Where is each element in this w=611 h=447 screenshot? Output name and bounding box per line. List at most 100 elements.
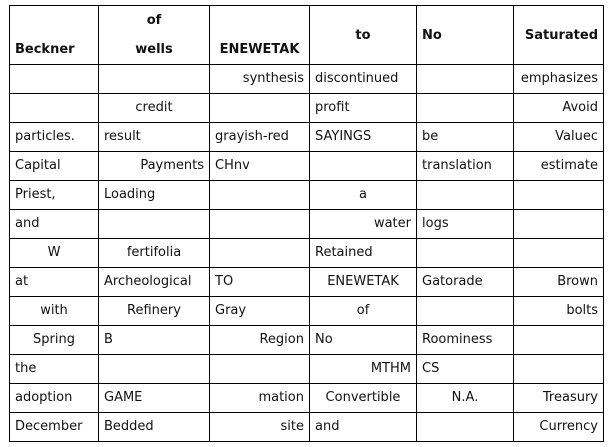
header-col6: Saturated [513, 5, 604, 65]
header-col3: ENEWETAK [209, 35, 310, 65]
table-cell: particles. [9, 122, 99, 152]
table-cell: with [9, 296, 99, 326]
data-table: of to No Saturated Beckner wells ENEWETA… [9, 5, 604, 442]
header-row-top: of to No Saturated [9, 5, 604, 65]
table-row: with Refinery Gray of bolts [9, 296, 604, 326]
table-cell: credit [98, 93, 210, 123]
table-cell: TO [209, 267, 310, 297]
header-col2-top: of [98, 5, 210, 35]
table-cell: of [309, 296, 417, 326]
table-cell: Capital [9, 151, 99, 181]
table-row: Capital Payments CHnv translation estimate [9, 151, 604, 181]
table-cell: Region [209, 325, 310, 355]
table-cell: discontinued [309, 64, 417, 94]
table-row: adoption GAME mation Convertible N.A. Treasur… [9, 383, 604, 413]
table-cell: Gray [209, 296, 310, 326]
table-cell: estimate [513, 151, 604, 181]
table-cell: B [98, 325, 210, 355]
table-cell: grayish-red [209, 122, 310, 152]
table-cell: and [9, 209, 99, 239]
table-header: of to No Saturated Beckner wells ENEWETA… [9, 5, 604, 65]
table-cell [513, 180, 604, 210]
table-cell: mation [209, 383, 310, 413]
table-cell: Loading [98, 180, 210, 210]
table-cell: N.A. [416, 383, 514, 413]
table-cell: CHnv [209, 151, 310, 181]
table-cell: Gatorade [416, 267, 514, 297]
header-col3-top [209, 5, 310, 35]
table-cell: bolts [513, 296, 604, 326]
table-cell: No [309, 325, 417, 355]
table-row: at Archeological TO ENEWETAK Gatorade Brown [9, 267, 604, 297]
table-cell: W [9, 238, 99, 268]
table-cell: emphasizes [513, 64, 604, 94]
table-cell: ENEWETAK [309, 267, 417, 297]
table-cell [416, 180, 514, 210]
table-cell: MTHM [309, 354, 417, 384]
table-cell: profit [309, 93, 417, 123]
table-cell [209, 238, 310, 268]
table-cell [98, 209, 210, 239]
table-cell: be [416, 122, 514, 152]
table-cell [513, 354, 604, 384]
table-cell [209, 93, 310, 123]
table-cell: Brown [513, 267, 604, 297]
table-row: the MTHM CS [9, 354, 604, 384]
table-cell [416, 64, 514, 94]
table-cell: and [309, 412, 417, 442]
table-cell: Convertible [309, 383, 417, 413]
table-cell: Currency [513, 412, 604, 442]
table-row: synthesis discontinued emphasizes [9, 64, 604, 94]
table-row: particles. result grayish-red SAYINGS be Valu… [9, 122, 604, 152]
table-cell [513, 209, 604, 239]
table-cell [209, 209, 310, 239]
table-row: December Bedded site and Currency [9, 412, 604, 442]
table-cell: site [209, 412, 310, 442]
table-cell [98, 354, 210, 384]
table-row: and water logs [9, 209, 604, 239]
table-cell: Treasury [513, 383, 604, 413]
table-cell: December [9, 412, 99, 442]
header-col4: to [309, 5, 417, 65]
table-cell [9, 93, 99, 123]
header-col2: wells [98, 35, 210, 65]
table-cell: synthesis [209, 64, 310, 94]
table-cell [9, 64, 99, 94]
table-cell [309, 151, 417, 181]
table-cell: CS [416, 354, 514, 384]
table-cell: logs [416, 209, 514, 239]
table-cell: Priest, [9, 180, 99, 210]
table-cell: fertifolia [98, 238, 210, 268]
table-cell: GAME [98, 383, 210, 413]
table-cell: Payments [98, 151, 210, 181]
table-cell: Roominess [416, 325, 514, 355]
table-cell: Bedded [98, 412, 210, 442]
table-cell: translation [416, 151, 514, 181]
table-cell [513, 325, 604, 355]
table-cell: at [9, 267, 99, 297]
table-cell: water [309, 209, 417, 239]
table-cell: SAYINGS [309, 122, 417, 152]
table-cell: adoption [9, 383, 99, 413]
table-row: Spring B Region No Roominess [9, 325, 604, 355]
table-cell [416, 296, 514, 326]
table-cell [209, 354, 310, 384]
table-cell [98, 64, 210, 94]
table-cell: Spring [9, 325, 99, 355]
table-cell [416, 238, 514, 268]
table-row: Priest, Loading a [9, 180, 604, 210]
header-col1-top [9, 5, 99, 35]
table-cell: a [309, 180, 417, 210]
header-col1: Beckner [9, 35, 99, 65]
header-row-bottom: Beckner wells ENEWETAK [9, 35, 604, 65]
table-cell [416, 412, 514, 442]
table-cell: result [98, 122, 210, 152]
table-cell: Retained [309, 238, 417, 268]
table-cell: Avoid [513, 93, 604, 123]
table-cell [209, 180, 310, 210]
table-cell: Refinery [98, 296, 210, 326]
table-body: synthesis discontinued emphasizes credit pro… [9, 64, 604, 442]
header-col5: No [416, 5, 514, 65]
table-row: credit profit Avoid [9, 93, 604, 123]
